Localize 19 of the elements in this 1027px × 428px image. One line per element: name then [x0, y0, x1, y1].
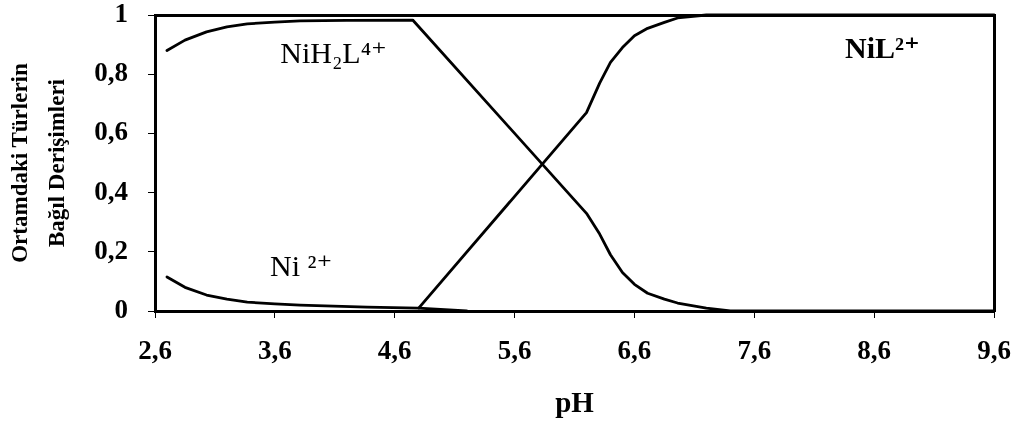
- y-tick-label: 0,6: [94, 116, 128, 147]
- series-label: NiH₂L⁴⁺: [280, 35, 387, 69]
- series-label: Ni ²⁺: [270, 248, 333, 282]
- x-tick-label: 8,6: [857, 335, 892, 366]
- x-tick-label: 9,6: [977, 335, 1011, 366]
- y-tick-label: 0: [114, 293, 128, 324]
- x-tick-label: 4,6: [377, 335, 412, 366]
- y-tick-label: 0,2: [94, 234, 128, 265]
- x-tick-label: 3,6: [257, 335, 292, 366]
- y-tick-label: 1: [114, 0, 128, 28]
- x-axis-title: pH: [555, 386, 595, 419]
- series-label: NiL²⁺: [845, 31, 920, 65]
- x-tick-label: 5,6: [497, 335, 532, 366]
- y-tick-label: 0,4: [94, 175, 128, 206]
- y-tick-label: 0,8: [94, 57, 128, 88]
- y-axis-title: Ortamdaki Türlerin Bağıl Derişimleri: [6, 63, 69, 263]
- x-tick-label: 7,6: [737, 335, 772, 366]
- x-tick-label: 6,6: [617, 335, 652, 366]
- x-tick-label: 2,6: [138, 335, 172, 366]
